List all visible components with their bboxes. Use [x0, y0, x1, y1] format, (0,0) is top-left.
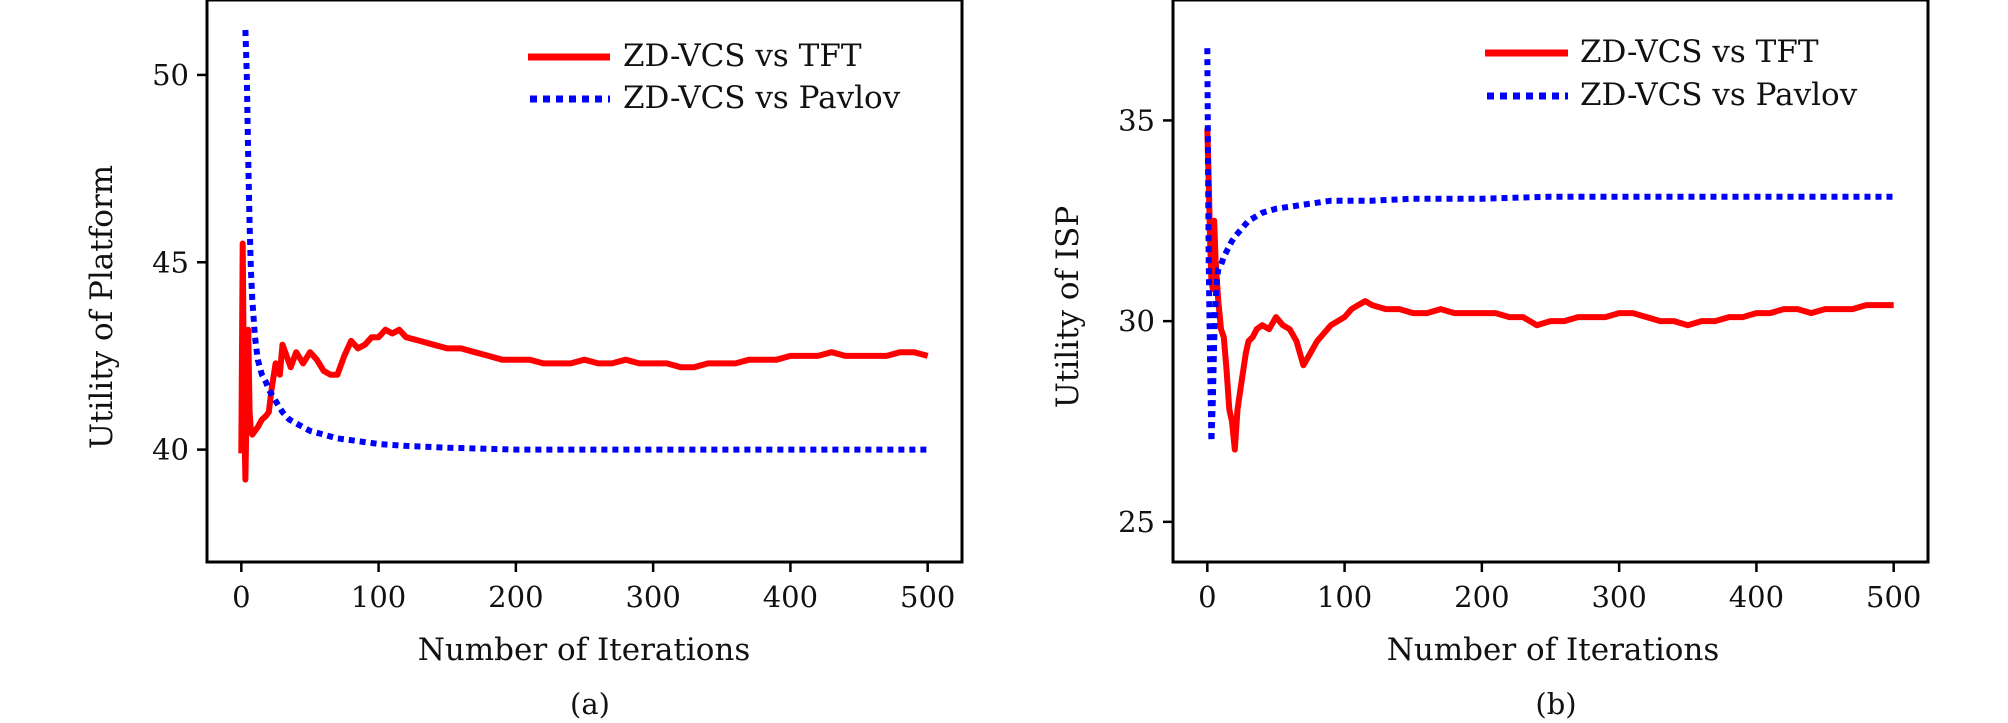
x-tick-label: 100: [1317, 580, 1372, 614]
x-tick-label: 200: [488, 580, 543, 614]
x-axis-title: Number of Iterations: [418, 632, 751, 668]
y-tick-label: 40: [152, 433, 189, 467]
panel-a: 0 100 200 300 400 500 40 45 50 ZD-VCS vs TFT ZD…: [84, 0, 964, 721]
panel-caption: (b): [1535, 687, 1576, 721]
y-axis: 40 45 50: [152, 58, 207, 467]
series-clip-group: [1204, 48, 1894, 453]
y-tick-label: 45: [152, 245, 189, 279]
plot-frame: [205, 0, 964, 564]
series-line-tft: [238, 240, 929, 483]
legend: ZD-VCS vs TFT ZD-VCS vs Pavlov: [528, 38, 901, 116]
panel-caption: (a): [570, 687, 610, 721]
panel-b: 0 100 200 300 400 500 25 30 35 ZD-VCS vs TFT ZD…: [1050, 0, 1930, 721]
series-line-pavlov: [1204, 48, 1894, 445]
series-clip-group: [238, 29, 929, 483]
y-axis-title: Utility of ISP: [1050, 206, 1086, 408]
legend-label-pavlov: ZD-VCS vs Pavlov: [1580, 77, 1858, 113]
y-tick-label: 35: [1118, 103, 1155, 137]
x-tick-label: 300: [1591, 580, 1646, 614]
x-tick-label: 100: [351, 580, 406, 614]
x-tick-label: 200: [1454, 580, 1509, 614]
series-layer: [238, 29, 929, 483]
y-axis-title: Utility of Platform: [84, 165, 120, 449]
x-tick-label: 500: [900, 580, 955, 614]
x-tick-label: 300: [625, 580, 680, 614]
x-tick-label: 0: [1198, 580, 1216, 614]
y-axis: 25 30 35: [1118, 103, 1173, 539]
legend-label-tft: ZD-VCS vs TFT: [1580, 34, 1819, 70]
x-tick-label: 500: [1866, 580, 1921, 614]
x-axis-title: Number of Iterations: [1387, 632, 1720, 668]
x-tick-label: 400: [1729, 580, 1784, 614]
plot-frame: [1171, 0, 1930, 564]
legend: ZD-VCS vs TFT ZD-VCS vs Pavlov: [1485, 34, 1858, 113]
legend-label-tft: ZD-VCS vs TFT: [623, 38, 862, 74]
x-tick-label: 0: [232, 580, 250, 614]
x-tick-label: 400: [763, 580, 818, 614]
series-line-tft: [1204, 128, 1894, 453]
series-layer: [1204, 48, 1894, 453]
y-tick-label: 25: [1118, 505, 1155, 539]
y-tick-label: 50: [152, 58, 189, 92]
series-line-pavlov: [242, 29, 928, 453]
legend-label-pavlov: ZD-VCS vs Pavlov: [623, 80, 901, 116]
x-axis: 0 100 200 300 400 500: [232, 562, 955, 614]
y-tick-label: 30: [1118, 304, 1155, 338]
x-axis: 0 100 200 300 400 500: [1198, 562, 1921, 614]
